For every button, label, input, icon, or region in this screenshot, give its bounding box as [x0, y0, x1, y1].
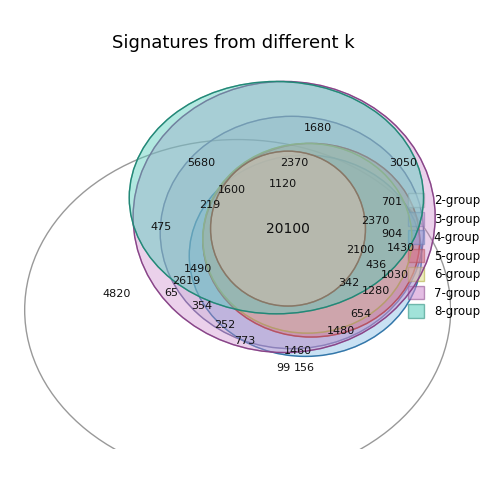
Ellipse shape	[133, 82, 435, 352]
Text: 342: 342	[338, 278, 360, 288]
Text: 5680: 5680	[187, 158, 215, 168]
Text: 1680: 1680	[303, 123, 332, 133]
Text: 252: 252	[214, 321, 236, 331]
Ellipse shape	[190, 155, 422, 356]
Text: 654: 654	[350, 309, 371, 319]
Text: 1600: 1600	[218, 185, 246, 195]
Text: 4820: 4820	[102, 289, 131, 299]
Text: 1030: 1030	[381, 270, 409, 280]
Title: Signatures from different k: Signatures from different k	[111, 34, 354, 52]
Text: 1120: 1120	[269, 179, 297, 189]
Text: 773: 773	[234, 336, 255, 346]
Text: 2619: 2619	[172, 276, 200, 286]
Text: 436: 436	[365, 261, 387, 271]
Ellipse shape	[160, 116, 423, 349]
Ellipse shape	[203, 144, 420, 337]
Text: 475: 475	[151, 222, 172, 232]
Text: 219: 219	[199, 201, 220, 210]
Text: 904: 904	[381, 229, 402, 239]
Text: 2370: 2370	[361, 216, 390, 226]
Ellipse shape	[211, 151, 365, 306]
Text: 2370: 2370	[280, 158, 308, 168]
Text: 156: 156	[294, 363, 315, 373]
Legend: 2-group, 3-group, 4-group, 5-group, 6-group, 7-group, 8-group: 2-group, 3-group, 4-group, 5-group, 6-gr…	[404, 190, 484, 322]
Text: 2100: 2100	[346, 245, 374, 255]
Text: 65: 65	[164, 287, 178, 297]
Text: 1490: 1490	[183, 264, 212, 274]
Text: 354: 354	[191, 301, 212, 311]
Text: 701: 701	[381, 197, 402, 207]
Text: 1430: 1430	[387, 243, 415, 253]
Text: 1280: 1280	[361, 286, 390, 295]
Text: 1460: 1460	[284, 346, 312, 356]
Text: 99: 99	[276, 363, 291, 373]
Text: 20100: 20100	[266, 222, 310, 235]
Text: 3050: 3050	[389, 158, 417, 168]
Text: 1480: 1480	[327, 326, 355, 336]
Ellipse shape	[203, 144, 412, 333]
Ellipse shape	[129, 82, 423, 314]
